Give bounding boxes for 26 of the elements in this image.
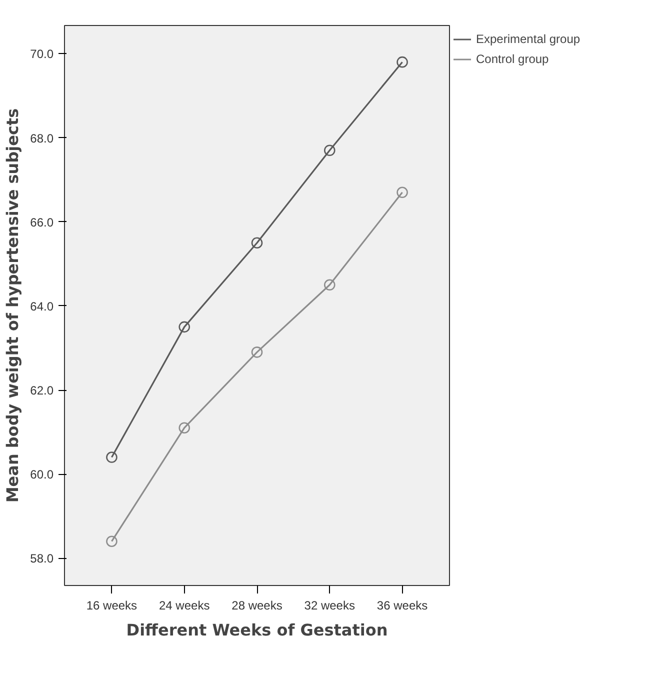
legend-label: Control group [476,52,549,66]
y-tick-label: 68.0 [30,131,54,146]
y-tick-label: 66.0 [30,215,54,230]
y-tick-label: 70.0 [30,47,54,62]
y-tick-label: 60.0 [30,468,54,482]
point [106,536,118,547]
y-tick-label: 64.0 [30,299,54,314]
y-tick-label: 58.0 [30,552,54,566]
point [324,144,336,156]
x-tick-label: 32 weeks [304,598,355,612]
legend-label: Experimental group [476,32,580,46]
point [251,237,263,248]
x-axis-title: Different Weeks of Gestation [126,620,388,640]
point [324,279,336,291]
point [178,422,190,434]
point [106,452,118,463]
x-tick-label: 28 weeks [232,598,282,612]
y-tick-label: 62.0 [30,384,54,398]
x-tick-label: 24 weeks [159,598,210,612]
point [178,321,190,333]
x-tick-label: 16 weeks [86,598,138,612]
x-tick-label: 36 weeks [376,598,428,612]
y-axis-title: Mean body weight of hypertensive subjects [3,108,22,503]
point [396,56,408,68]
point [396,186,408,198]
point [251,346,263,358]
